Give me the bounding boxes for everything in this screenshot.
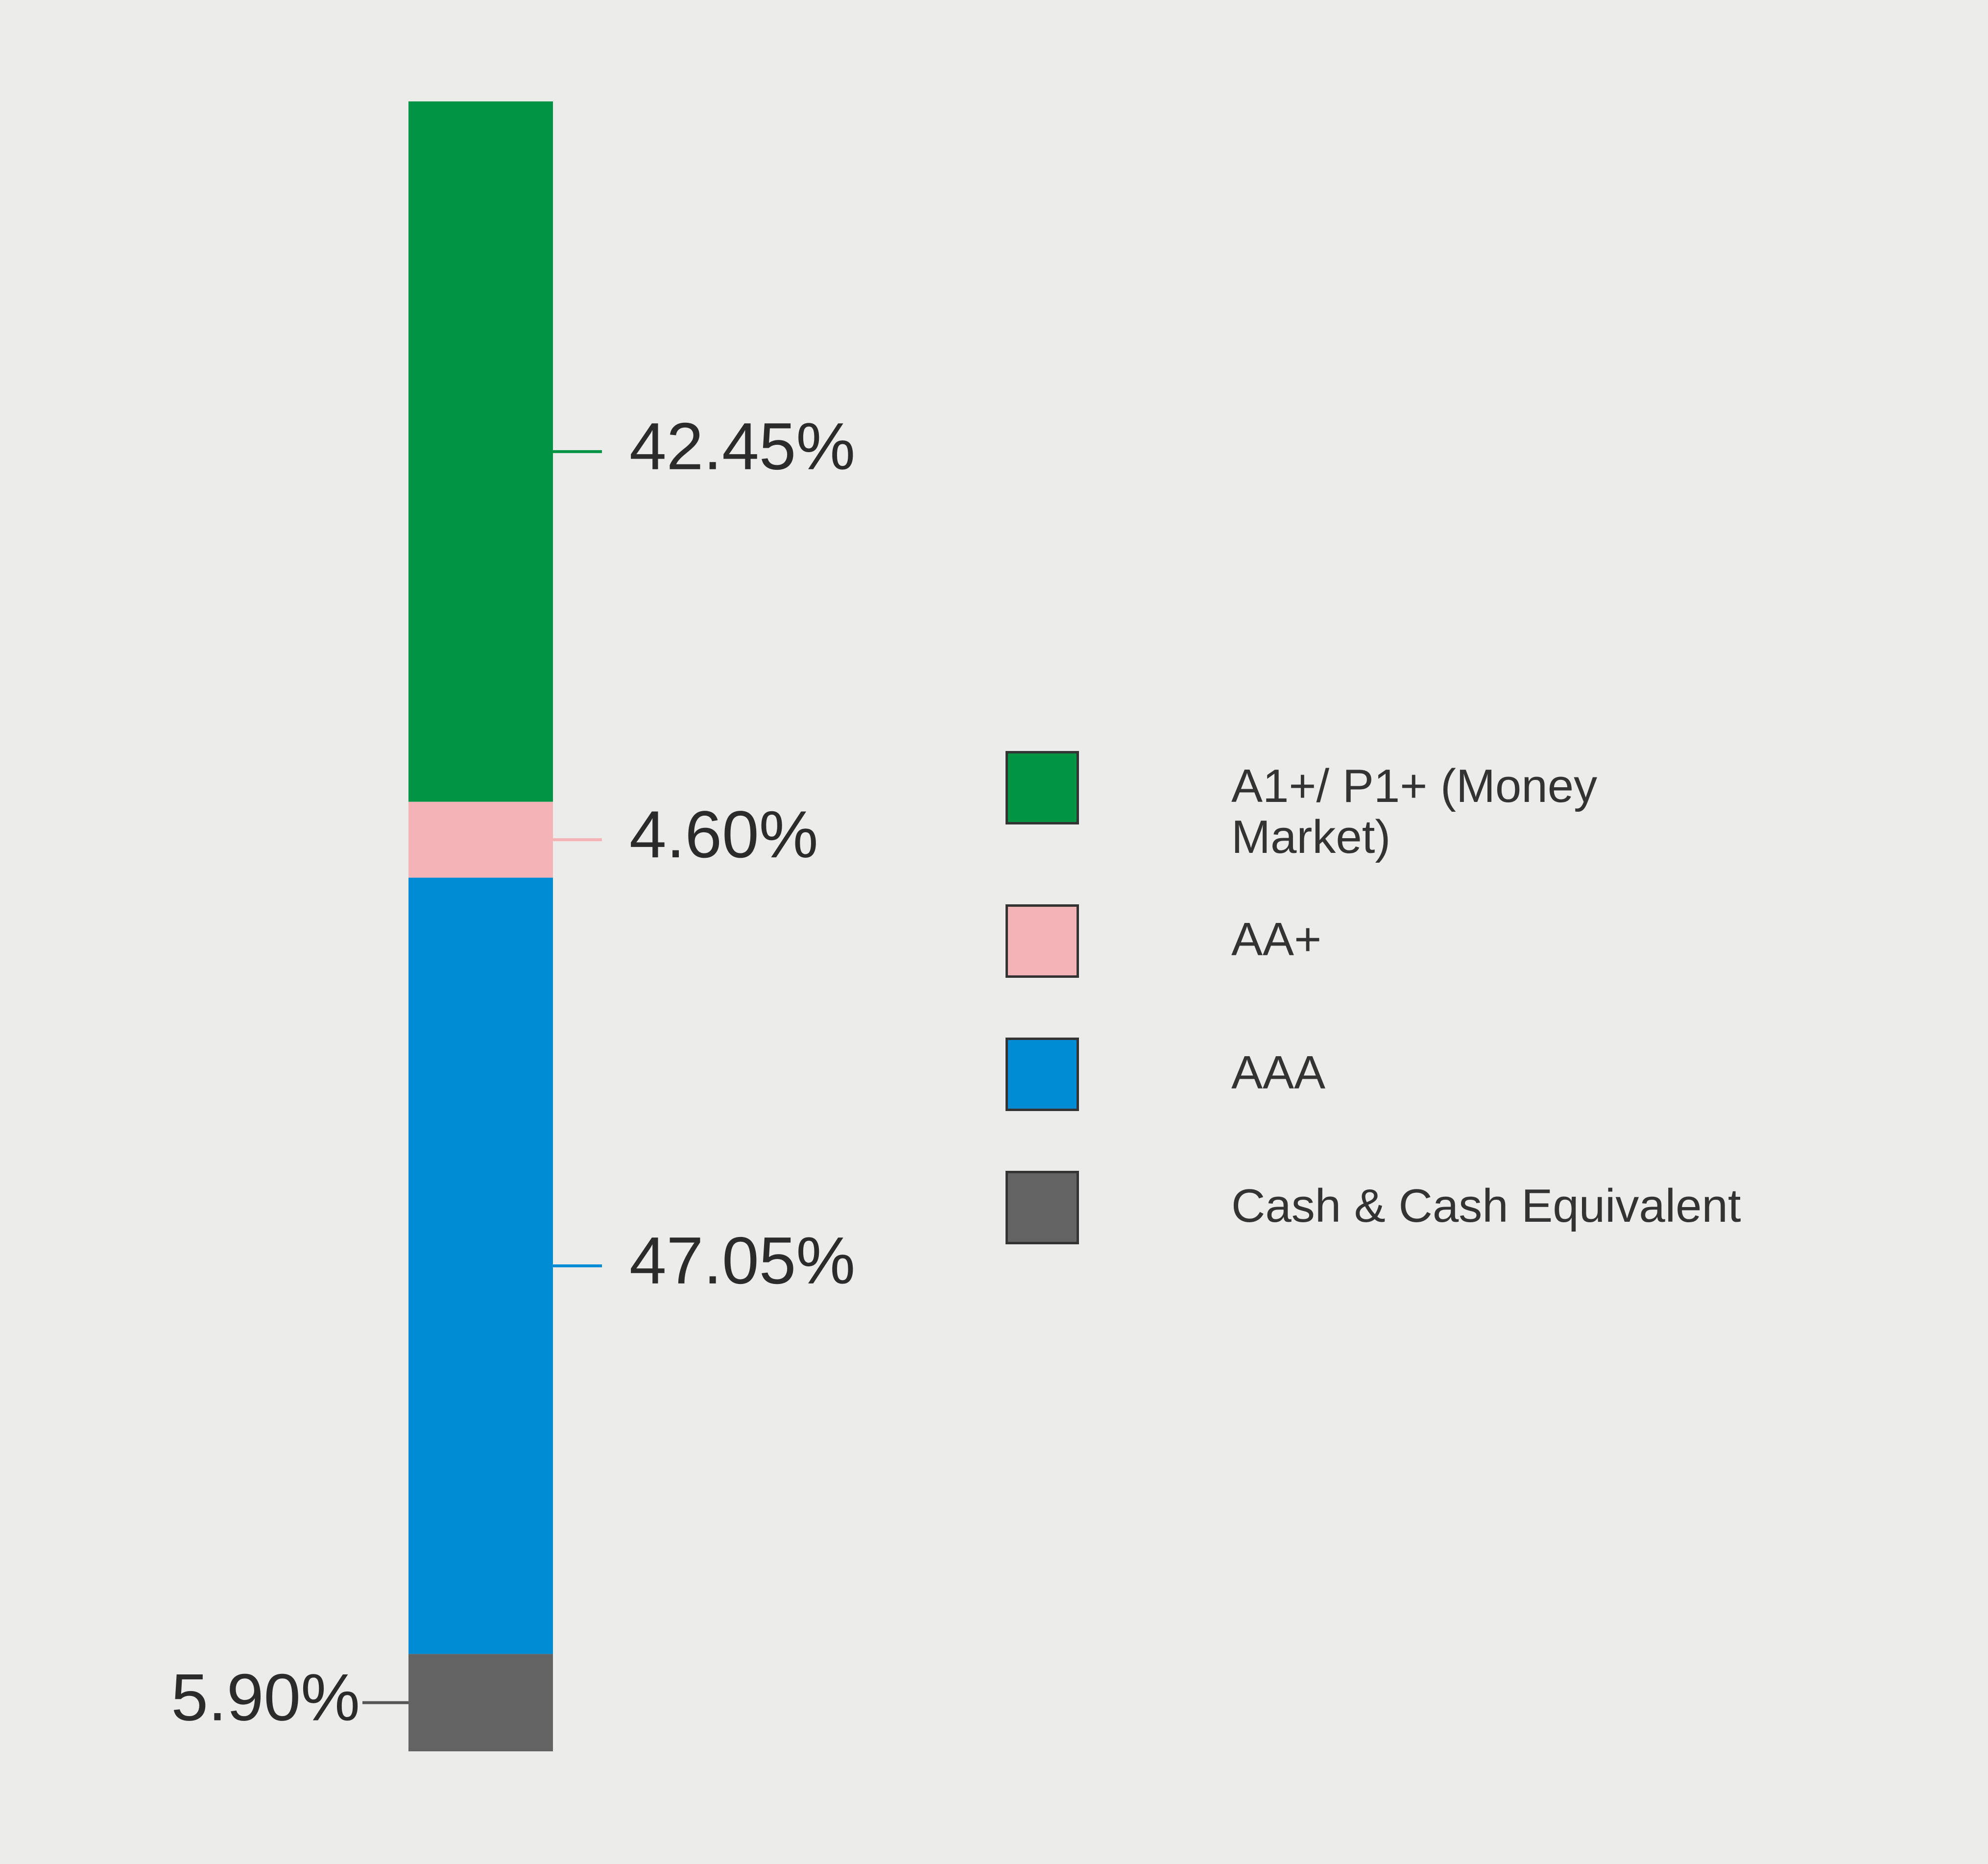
bar-segment (408, 1654, 553, 1751)
bar-segment (408, 877, 553, 1654)
value-label: 42.45% (629, 409, 855, 484)
legend-label: Cash & Cash Equivalent (1231, 1180, 1741, 1232)
legend-label: A1+/ P1+ (Money Market) (1231, 760, 1598, 863)
legend-label: AAA (1231, 1046, 1326, 1099)
legend-item: Cash & Cash Equivalent (1006, 1171, 1755, 1244)
legend-swatch (1006, 1038, 1079, 1111)
bar-segment (408, 101, 553, 802)
legend-swatch (1006, 904, 1079, 978)
value-label: 4.60% (629, 797, 818, 871)
legend-item: A1+/ P1+ (Money Market) (1006, 751, 1755, 863)
bar-segment (408, 801, 553, 878)
value-label: 47.05% (629, 1223, 855, 1298)
legend-swatch (1006, 751, 1079, 824)
legend-item: AAA (1006, 1038, 1755, 1111)
legend-swatch (1006, 1171, 1079, 1244)
value-label: 5.90% (171, 1660, 360, 1735)
legend-item: AA+ (1006, 904, 1755, 978)
legend-label: AA+ (1231, 913, 1322, 966)
